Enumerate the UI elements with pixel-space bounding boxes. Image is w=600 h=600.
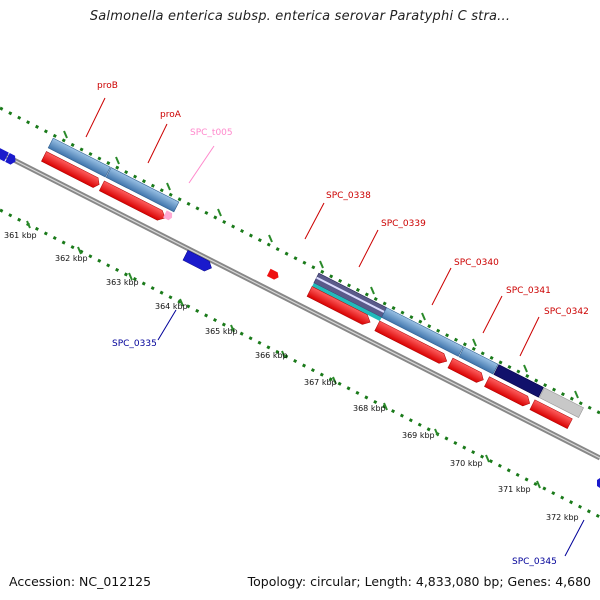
kbp-label: 370 kbp <box>450 459 483 468</box>
backbone-highlight <box>0 152 600 459</box>
gene-SPC_0335[interactable] <box>182 250 214 273</box>
kbp-label: 372 kbp <box>546 513 579 522</box>
label-SPC_0335[interactable]: SPC_0335 <box>112 339 157 349</box>
inner-ruler <box>0 208 600 519</box>
gene-SPC_t005[interactable] <box>163 210 174 221</box>
gene-SPC_0338-teal[interactable] <box>312 282 382 321</box>
gene-proB[interactable] <box>47 137 111 178</box>
kbp-label: 364 kbp <box>155 302 188 311</box>
outer-ruler <box>0 106 600 415</box>
accession-text: Accession: NC_012125 <box>9 574 152 589</box>
kbp-label: 362 kbp <box>55 254 88 263</box>
kbp-label: 361 kbp <box>4 231 37 240</box>
gene-edge-blue[interactable] <box>0 142 9 162</box>
outer-ticks <box>63 130 579 399</box>
gene-red-1[interactable] <box>41 151 101 189</box>
gene-red-small[interactable] <box>266 268 280 281</box>
gene-red-3[interactable] <box>306 286 373 328</box>
gene-SPC_0343[interactable] <box>538 387 584 418</box>
callout-lines <box>85 97 585 557</box>
map-title: Salmonella enterica subsp. enterica sero… <box>89 9 511 24</box>
inner-ticks <box>26 220 541 489</box>
gene-SPC_0340[interactable] <box>381 307 464 357</box>
label-proA[interactable]: proA <box>160 110 182 120</box>
kbp-label: 366 kbp <box>255 351 288 360</box>
gene-SPC_0341[interactable] <box>458 346 499 375</box>
label-SPC_0340[interactable]: SPC_0340 <box>454 258 499 268</box>
label-SPC_0339[interactable]: SPC_0339 <box>381 219 426 229</box>
label-SPC_0345[interactable]: SPC_0345 <box>512 557 557 567</box>
label-SPC_t005[interactable]: SPC_t005 <box>190 128 233 138</box>
label-proB[interactable]: proB <box>97 81 118 91</box>
gene-proA[interactable] <box>105 167 180 213</box>
gene-red-4[interactable] <box>374 320 450 366</box>
genome-summary-text: Topology: circular; Length: 4,833,080 bp… <box>247 574 591 589</box>
gene-SPC_0338-stripe <box>316 276 385 313</box>
gene-red-7[interactable] <box>529 399 573 430</box>
gene-red-2[interactable] <box>99 180 167 223</box>
gene-edge-marker[interactable] <box>597 478 600 488</box>
gene-red-5[interactable] <box>447 357 486 385</box>
kbp-label: 365 kbp <box>205 327 238 336</box>
gene-SPC_0342[interactable] <box>493 364 544 398</box>
kbp-label: 369 kbp <box>402 431 435 440</box>
kbp-label: 371 kbp <box>498 485 531 494</box>
kbp-label: 363 kbp <box>106 278 139 287</box>
label-SPC_0338[interactable]: SPC_0338 <box>326 191 371 201</box>
label-SPC_0342[interactable]: SPC_0342 <box>544 307 589 317</box>
gene-edge-blue-arrow[interactable] <box>5 153 18 166</box>
kbp-label: 368 kbp <box>353 404 386 413</box>
kbp-label: 367 kbp <box>304 378 337 387</box>
label-SPC_0341[interactable]: SPC_0341 <box>506 286 551 296</box>
gene-red-6[interactable] <box>484 376 532 409</box>
